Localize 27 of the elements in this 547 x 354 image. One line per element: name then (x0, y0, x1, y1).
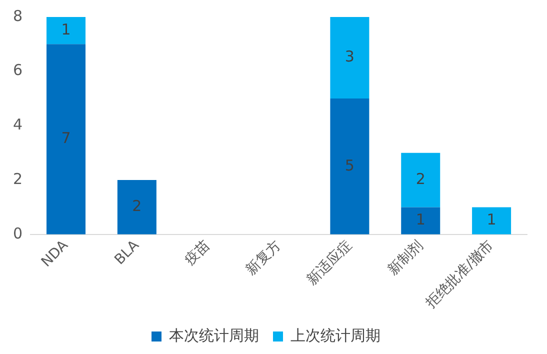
x-tick-label: 新复方 (243, 237, 284, 278)
bar (330, 98, 370, 234)
data-label: 2 (416, 170, 426, 188)
x-tick-label: BLA (112, 237, 143, 268)
y-tick-label: 4 (12, 116, 23, 134)
data-label: 1 (61, 20, 71, 38)
data-label: 5 (344, 156, 354, 174)
y-tick-label: 0 (12, 224, 23, 242)
data-label: 3 (344, 48, 354, 66)
x-tick-label: 疫苗 (182, 237, 214, 269)
data-label: 2 (132, 197, 142, 216)
bar (401, 207, 440, 234)
legend-label: 上次统计周期 (290, 326, 380, 344)
bar (330, 17, 370, 99)
y-tick-label: 2 (12, 170, 23, 188)
x-tick-label: 新适应症 (304, 237, 356, 288)
bar (117, 180, 156, 234)
legend-label: 本次统计周期 (169, 326, 259, 344)
bar (46, 17, 86, 44)
bar (46, 44, 86, 234)
y-tick-label: 8 (12, 6, 23, 25)
y-tick-label: 6 (12, 61, 23, 80)
data-label: 1 (486, 210, 496, 229)
data-label: 7 (61, 129, 71, 148)
data-label: 1 (416, 210, 426, 229)
bar (401, 152, 440, 208)
bar (472, 207, 512, 234)
